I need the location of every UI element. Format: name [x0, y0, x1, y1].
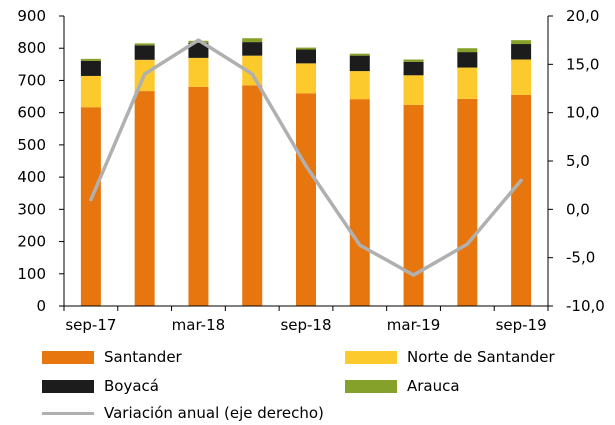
- bar-boyac--dic-18: [349, 55, 370, 72]
- bar-norte-de-santander-sep-17: [80, 75, 101, 108]
- bar-boyac--dic-17: [134, 45, 155, 60]
- legend-item-arauca: Arauca: [345, 377, 460, 395]
- legend-swatch-santander: [42, 350, 94, 364]
- y-left-tick-label: 400: [17, 168, 46, 186]
- y-left-tick-label: 100: [17, 265, 46, 283]
- bar-boyac--jun-19: [457, 52, 478, 68]
- bar-norte-de-santander-dic-18: [349, 71, 370, 100]
- y-right-tick-label: -5,0: [566, 249, 595, 267]
- bar-santander-dic-17: [134, 91, 155, 306]
- bar-santander-sep-19: [511, 94, 532, 306]
- y-right-tick-label: -10,0: [566, 297, 605, 315]
- legend-swatch-variacion: [42, 411, 94, 415]
- legend-label-boyaca: Boyacá: [104, 377, 159, 395]
- bar-arauca-jun-19: [457, 48, 478, 53]
- legend-label-norte: Norte de Santander: [407, 348, 555, 366]
- bar-arauca-dic-18: [349, 53, 370, 56]
- x-tick-label: mar-18: [172, 316, 226, 334]
- bar-arauca-sep-17: [80, 58, 101, 61]
- y-right-tick-label: 20,0: [566, 7, 599, 25]
- y-left-tick-label: 800: [17, 39, 46, 57]
- y-right-tick-label: 15,0: [566, 55, 599, 73]
- bar-santander-dic-18: [349, 99, 370, 306]
- bar-norte-de-santander-sep-18: [296, 63, 316, 94]
- legend: Santander Norte de Santander Boyacá Arau…: [0, 340, 615, 425]
- legend-label-arauca: Arauca: [407, 377, 460, 395]
- bar-arauca-sep-18: [296, 47, 316, 50]
- bar-santander-sep-17: [80, 107, 101, 306]
- legend-swatch-arauca: [345, 379, 397, 393]
- y-left-tick-label: 900: [17, 7, 46, 25]
- axes-layer: [59, 15, 553, 311]
- chart-canvas: 0 100 200 300 400 500 600 700 800 900 -10,0 -5,0 0,0…: [17, 7, 604, 334]
- legend-item-norte: Norte de Santander: [345, 348, 555, 366]
- line-layer: [89, 38, 523, 277]
- bar-santander-jun-19: [457, 98, 478, 306]
- bar-arauca-dic-17: [134, 43, 155, 46]
- y-right-tick-label: 0,0: [566, 200, 590, 218]
- bar-boyac--mar-19: [403, 61, 424, 76]
- bar-norte-de-santander-jun-18: [242, 55, 263, 86]
- bar-norte-de-santander-mar-19: [403, 75, 424, 105]
- y-left-tick-label: 600: [17, 104, 46, 122]
- bar-boyac--mar-18: [188, 42, 209, 58]
- x-tick-label: mar-19: [387, 316, 441, 334]
- bar-santander-jun-18: [242, 85, 263, 307]
- y-left-tick-label: 300: [17, 200, 46, 218]
- legend-item-boyaca: Boyacá: [42, 377, 159, 395]
- bar-norte-de-santander-mar-18: [188, 57, 209, 87]
- labels-layer: 0 100 200 300 400 500 600 700 800 900 -10,0 -5,0 0,0…: [17, 7, 604, 334]
- y-left-tick-label: 700: [17, 71, 46, 89]
- bar-boyac--jun-18: [242, 42, 263, 56]
- legend-label-variacion: Variación anual (eje derecho): [104, 404, 324, 422]
- x-tick-label: sep-19: [496, 316, 547, 334]
- legend-swatch-boyaca: [42, 379, 94, 393]
- bar-santander-mar-18: [188, 86, 209, 306]
- y-right-tick-label: 10,0: [566, 104, 599, 122]
- y-left-tick-label: 200: [17, 233, 46, 251]
- bar-norte-de-santander-sep-19: [511, 59, 532, 95]
- bar-santander-sep-18: [296, 93, 316, 306]
- bars-layer: [80, 38, 532, 307]
- line-variacion-anual: [89, 38, 523, 277]
- legend-label-santander: Santander: [104, 348, 182, 366]
- legend-swatch-norte: [345, 350, 397, 364]
- bar-santander-mar-19: [403, 104, 424, 306]
- bar-boyac--sep-17: [80, 60, 101, 76]
- bar-arauca-sep-19: [511, 40, 532, 45]
- bar-arauca-jun-18: [242, 38, 263, 43]
- bar-norte-de-santander-jun-19: [457, 67, 478, 99]
- bar-boyac--sep-18: [296, 49, 316, 64]
- legend-item-santander: Santander: [42, 348, 182, 366]
- bar-arauca-mar-19: [403, 59, 424, 62]
- y-right-tick-label: 5,0: [566, 152, 590, 170]
- bar-boyac--sep-19: [511, 44, 532, 60]
- y-left-tick-label: 500: [17, 136, 46, 154]
- x-tick-label: sep-18: [280, 316, 331, 334]
- y-left-tick-label: 0: [36, 297, 46, 315]
- x-tick-label: sep-17: [65, 316, 116, 334]
- legend-item-variacion: Variación anual (eje derecho): [42, 404, 324, 422]
